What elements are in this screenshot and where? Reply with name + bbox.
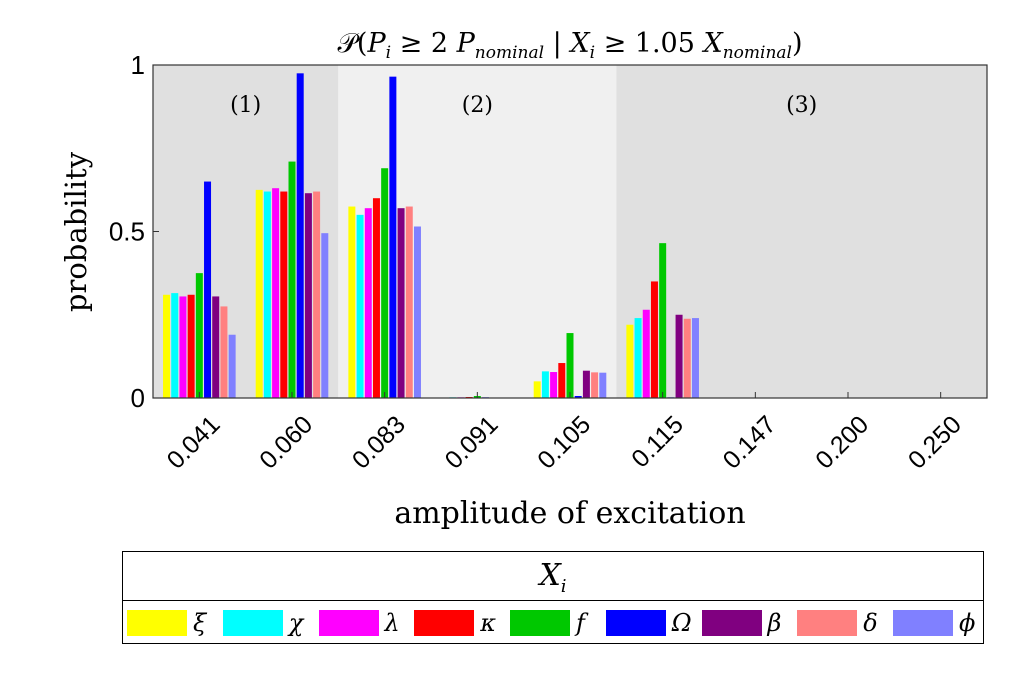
bar-0.041-series-1: [163, 294, 171, 398]
y-tick-label: 1: [131, 50, 145, 80]
bar-0.115-series-3: [642, 309, 650, 398]
bar-0.041-series-9: [228, 334, 236, 398]
y-tick-label: 0: [131, 383, 145, 413]
y-axis-label: probability: [59, 151, 93, 312]
legend-swatch: [893, 610, 953, 636]
legend-swatch: [510, 610, 570, 636]
bar-0.105-series-3: [550, 372, 558, 398]
legend-title: Xi: [123, 552, 983, 601]
bars: [163, 73, 699, 398]
legend-item-1: ξ: [127, 609, 215, 637]
legend-swatch: [797, 610, 858, 636]
bar-0.060-series-1: [255, 189, 263, 398]
bar-0.083-series-4: [372, 198, 380, 398]
chart-svg: 00.51 0.041 0.060 0.083 0.091 0.105 0.115 0.14…: [59, 28, 988, 531]
legend-label: f: [576, 609, 585, 637]
legend-label: ξ: [193, 609, 207, 637]
bar-0.105-series-7: [582, 370, 590, 398]
legend-label: β: [767, 609, 782, 637]
bar-0.105-series-8: [591, 372, 599, 398]
bar-0.105-series-5: [566, 333, 574, 398]
bar-0.060-series-9: [321, 233, 329, 398]
x-tick-label: 0.200: [810, 410, 874, 474]
bar-0.115-series-2: [634, 318, 642, 398]
bar-0.060-series-2: [263, 191, 271, 398]
legend-label: χ: [288, 609, 304, 637]
bar-0.105-series-9: [599, 372, 607, 398]
bar-0.115-series-4: [650, 281, 658, 398]
bar-0.083-series-5: [381, 168, 389, 398]
x-tick-label: 0.115: [626, 410, 689, 473]
legend-item-6: Ω: [605, 609, 694, 637]
legend-label: Ω: [671, 609, 692, 637]
chart-title: 𝒫(Pi ≥ 2 Pnominal | Xi ≥ 1.05 Xnominal): [337, 28, 802, 63]
legend-swatch: [127, 610, 187, 636]
bar-0.115-series-9: [691, 318, 699, 398]
legend-item-8: δ: [797, 609, 885, 637]
legend-swatch: [222, 610, 283, 636]
x-tick-label: 0.083: [347, 410, 411, 474]
bar-0.060-series-4: [280, 191, 288, 398]
legend-item-7: β: [701, 609, 790, 637]
bar-0.105-series-2: [541, 371, 549, 398]
bar-0.041-series-4: [187, 294, 195, 398]
legend-swatch: [605, 610, 666, 636]
legend-label: δ: [863, 609, 878, 637]
bar-0.041-series-7: [212, 296, 220, 398]
y-axis-ticks: 00.51: [109, 50, 159, 413]
bar-0.115-series-8: [683, 318, 691, 398]
legend-item-2: χ: [222, 609, 311, 637]
legend-label: ϕ: [959, 609, 976, 637]
x-axis-label: amplitude of excitation: [394, 496, 745, 531]
bar-0.115-series-7: [675, 314, 683, 398]
bar-0.060-series-5: [288, 161, 296, 398]
legend-label: λ: [384, 609, 400, 637]
legend-swatch: [701, 610, 762, 636]
bar-0.041-series-6: [204, 181, 212, 398]
bar-0.083-series-6: [389, 76, 397, 398]
region-2-label: (2): [462, 93, 493, 118]
bar-0.105-series-1: [533, 381, 541, 398]
bar-0.083-series-8: [405, 206, 413, 398]
bar-0.041-series-8: [220, 306, 228, 398]
bar-0.060-series-6: [296, 73, 304, 398]
bar-0.060-series-8: [313, 191, 321, 398]
x-tick-label: 0.060: [254, 410, 318, 474]
bar-0.115-series-1: [626, 324, 634, 398]
bar-0.083-series-2: [356, 214, 364, 398]
region-1-label: (1): [230, 93, 261, 118]
region-3-label: (3): [786, 93, 817, 118]
legend-swatch: [414, 610, 475, 636]
x-tick-label: 0.147: [718, 410, 782, 474]
bar-0.041-series-5: [195, 273, 203, 398]
bar-0.060-series-7: [304, 193, 312, 398]
legend-item-5: f: [510, 609, 598, 637]
bar-0.060-series-3: [272, 188, 280, 398]
x-axis-ticks: 0.041 0.060 0.083 0.091 0.105 0.115 0.147 0.200…: [162, 392, 967, 474]
x-tick-label: 0.091: [440, 410, 504, 474]
legend-item-4: κ: [414, 609, 502, 637]
x-tick-label: 0.105: [532, 410, 596, 474]
bar-0.083-series-3: [364, 208, 372, 398]
legend-item-3: λ: [318, 609, 407, 637]
background-regions: [153, 65, 987, 398]
legend-swatch: [318, 610, 379, 636]
bar-0.083-series-1: [348, 206, 356, 398]
bar-0.105-series-4: [558, 363, 566, 398]
region-labels: (1) (2) (3): [230, 93, 817, 118]
bar-0.115-series-5: [659, 243, 667, 398]
legend-label: κ: [480, 609, 496, 637]
bar-0.105-series-6: [574, 396, 582, 398]
y-tick-label: 0.5: [109, 217, 145, 247]
bar-0.041-series-3: [179, 296, 187, 398]
bar-0.083-series-9: [413, 226, 421, 398]
legend-item-9: ϕ: [893, 609, 981, 637]
bar-0.041-series-2: [171, 293, 179, 398]
bar-0.083-series-7: [397, 208, 405, 398]
x-tick-label: 0.041: [162, 410, 226, 474]
x-tick-label: 0.250: [903, 410, 967, 474]
